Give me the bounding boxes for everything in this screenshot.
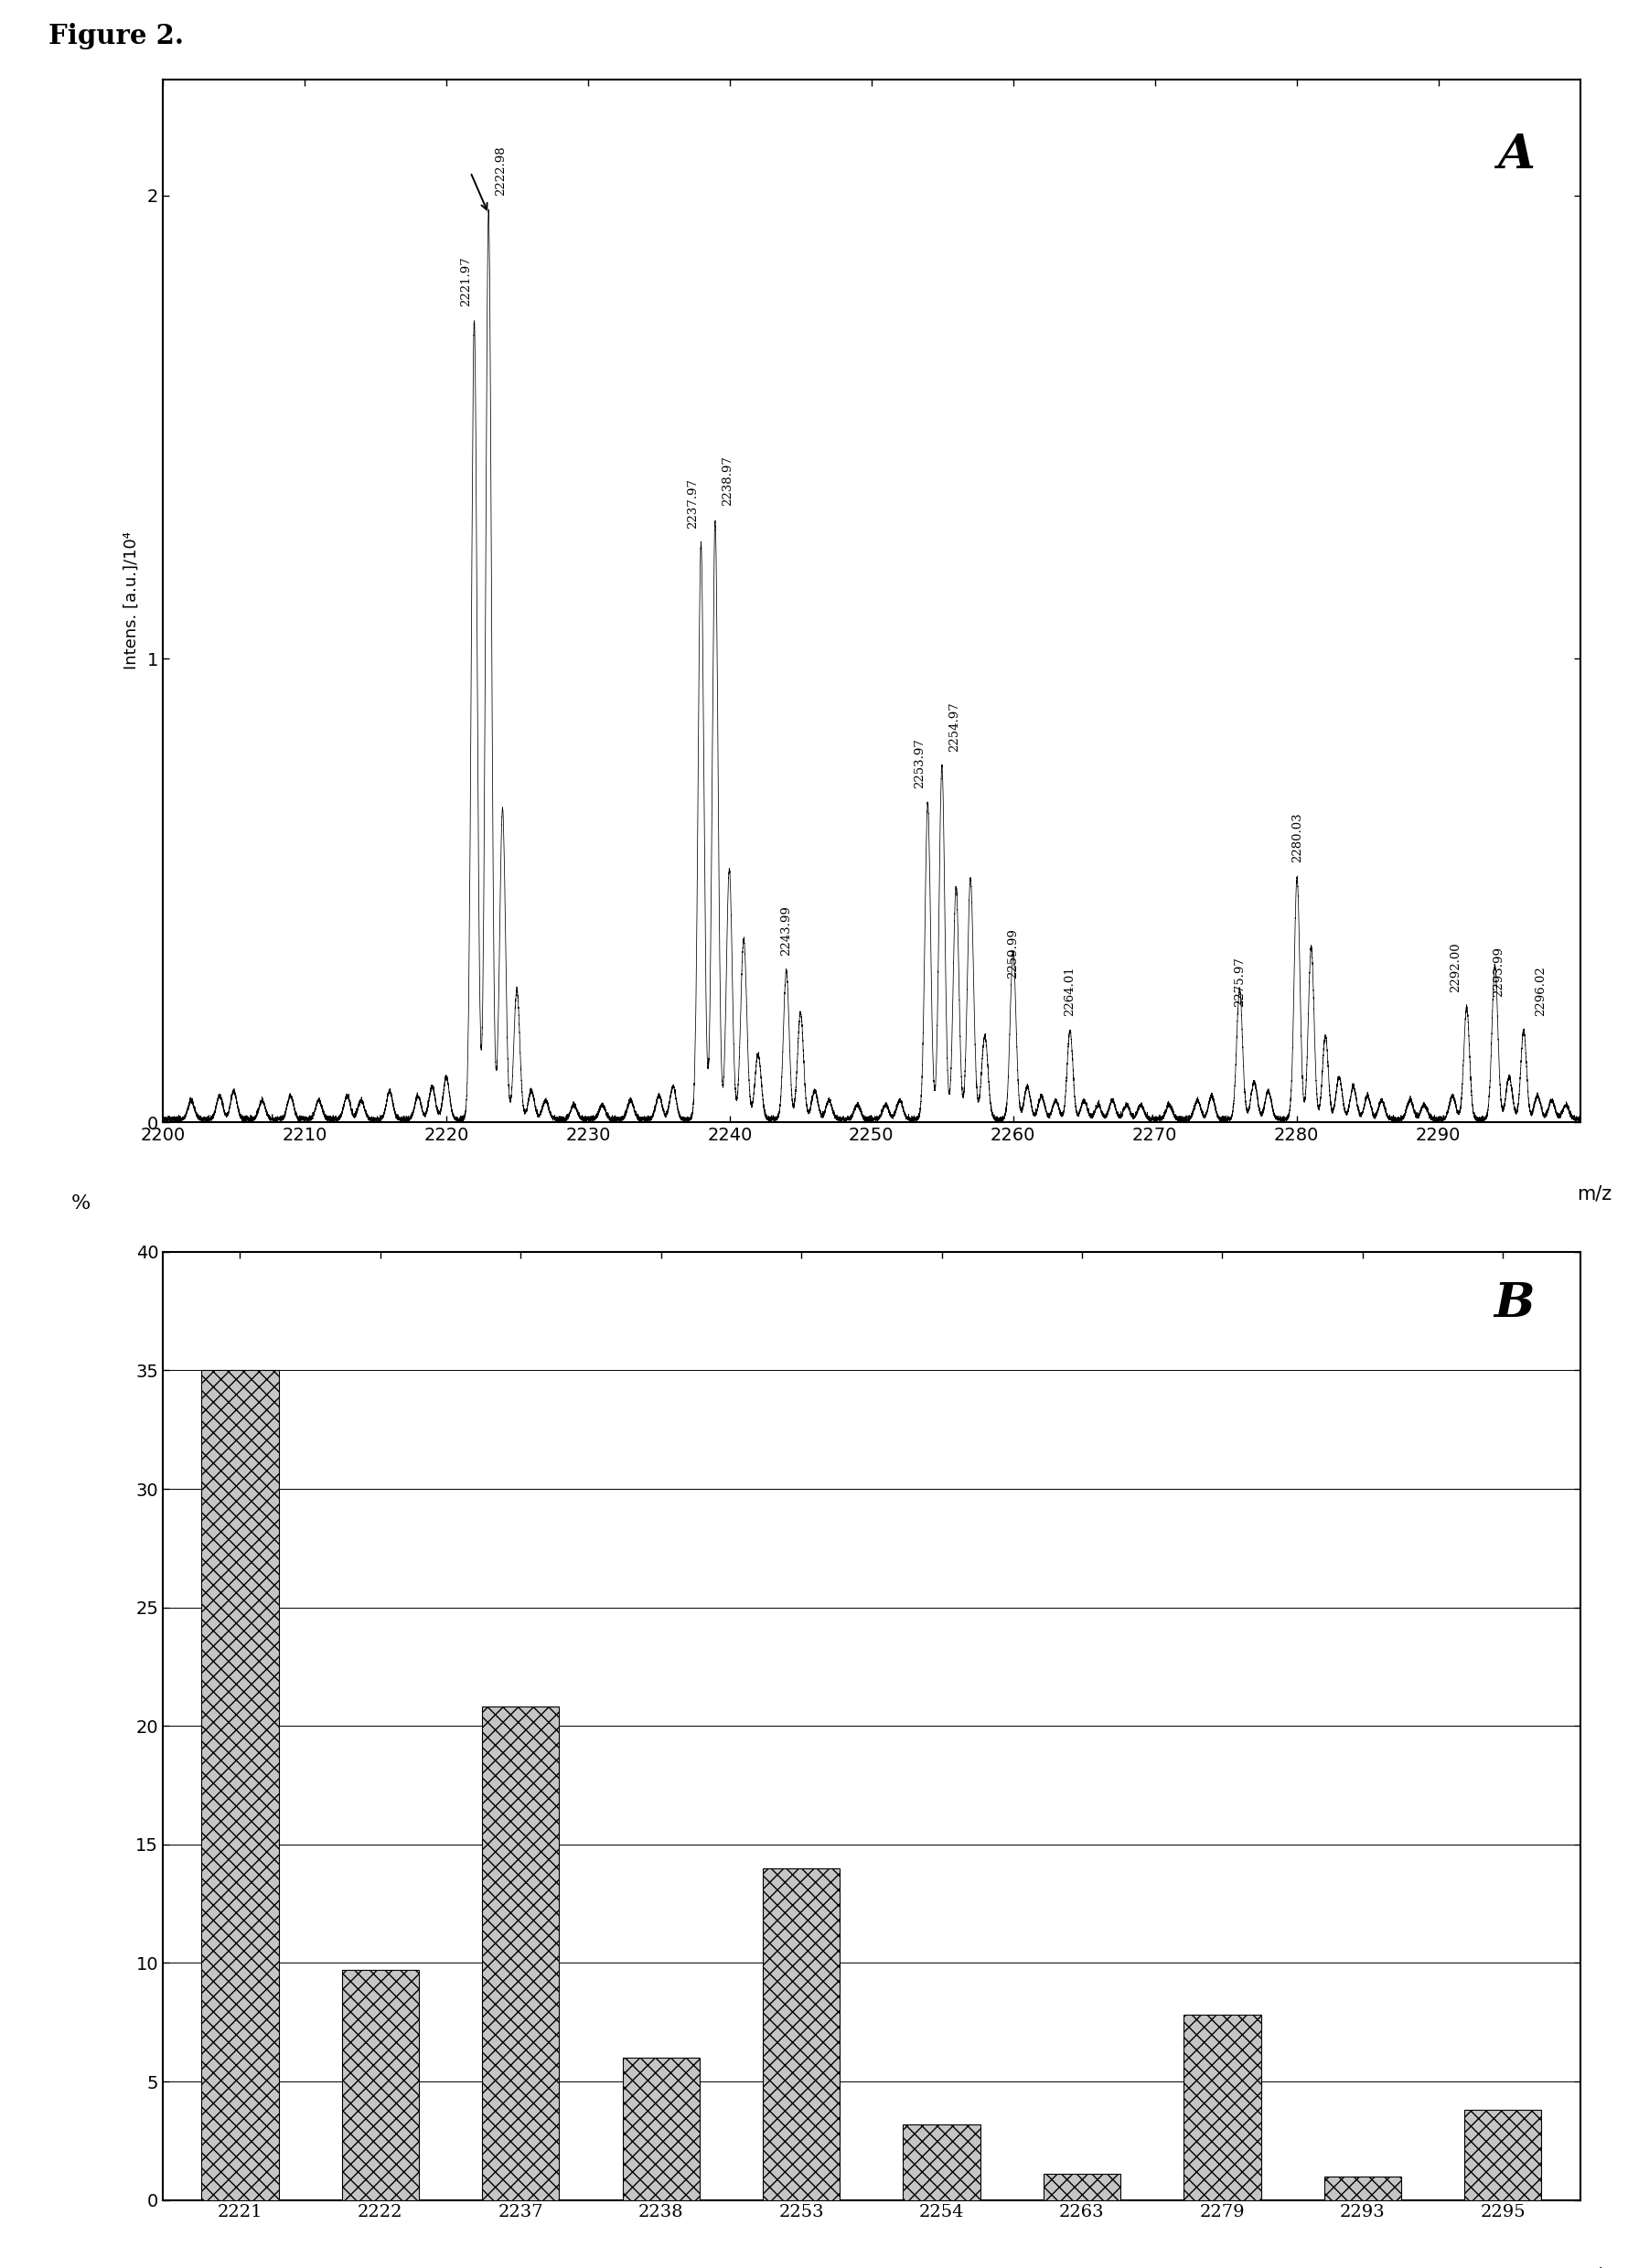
Text: 2253.97: 2253.97	[913, 739, 925, 789]
Bar	[1184, 2014, 1260, 2200]
Text: 2222.98: 2222.98	[495, 145, 506, 195]
Bar	[1324, 2177, 1400, 2200]
Text: 2275.97: 2275.97	[1232, 957, 1245, 1007]
Text: %: %	[70, 1193, 90, 1213]
Text: 2238.97: 2238.97	[721, 456, 734, 506]
Text: 2243.99: 2243.99	[780, 905, 791, 955]
Bar	[762, 1869, 840, 2200]
Text: 2259.99: 2259.99	[1006, 928, 1019, 980]
Bar	[902, 2125, 980, 2200]
Text: 2293.99: 2293.99	[1493, 948, 1504, 998]
Text: 2292.00: 2292.00	[1449, 943, 1460, 993]
Text: B: B	[1493, 1279, 1534, 1327]
Bar	[622, 2057, 698, 2200]
Bar	[202, 1370, 278, 2200]
Text: 2254.97: 2254.97	[947, 701, 961, 751]
Text: 2237.97: 2237.97	[687, 479, 698, 528]
Text: 2296.02: 2296.02	[1534, 966, 1545, 1016]
Text: 2221.97: 2221.97	[461, 256, 472, 306]
X-axis label: m/z: m/z	[1576, 1184, 1610, 1204]
Text: A: A	[1496, 132, 1534, 179]
Bar	[1044, 2175, 1120, 2200]
Y-axis label: Intens. [a.u.]/10⁴: Intens. [a.u.]/10⁴	[124, 533, 140, 669]
Text: 2280.03: 2280.03	[1291, 812, 1302, 862]
Text: Figure 2.: Figure 2.	[49, 23, 184, 50]
Text: 2264.01: 2264.01	[1063, 966, 1076, 1016]
Bar	[482, 1708, 558, 2200]
Bar	[1464, 2109, 1540, 2200]
Bar	[342, 1971, 418, 2200]
